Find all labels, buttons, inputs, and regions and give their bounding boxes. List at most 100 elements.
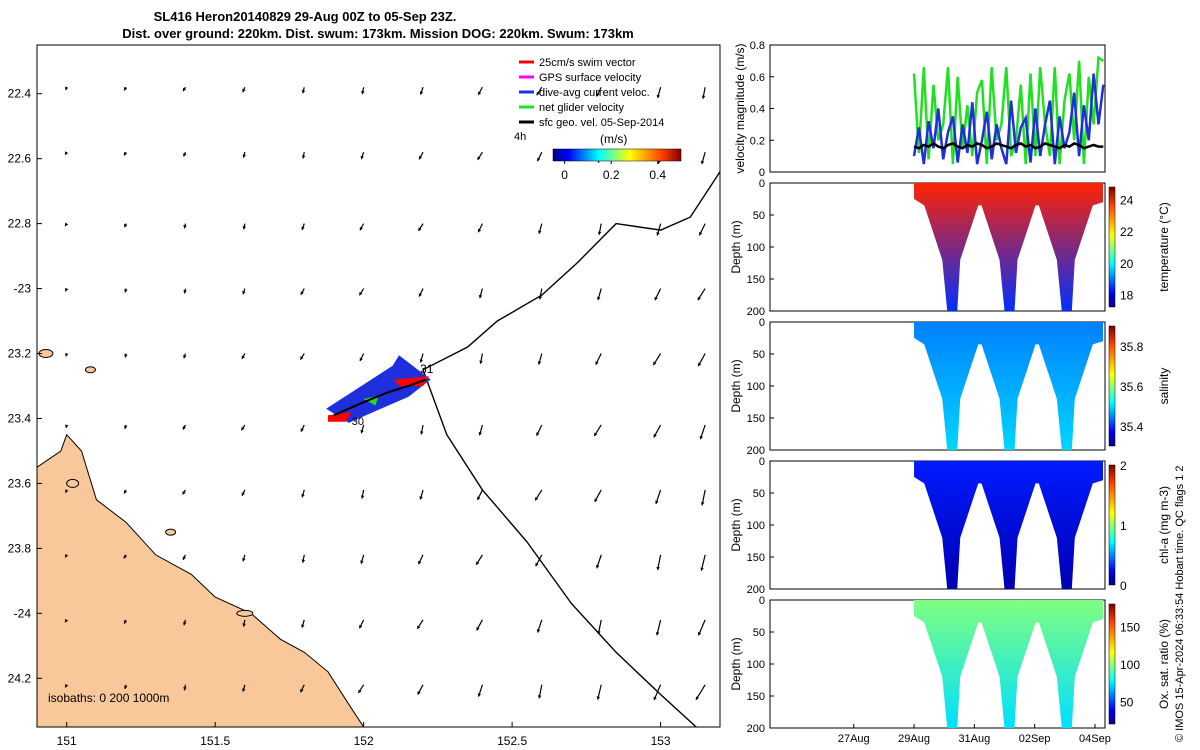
velocity-arrow-head	[123, 620, 128, 624]
velocity-arrow-head	[699, 231, 703, 236]
section-colorbar	[1108, 464, 1116, 586]
velocity-arrow-head	[183, 621, 187, 626]
section-ytick-label: 0	[759, 317, 765, 329]
velocity-arrow-head	[597, 630, 601, 635]
swim-vector-patch	[393, 376, 429, 386]
land-area	[37, 433, 365, 727]
velocity-arrow-head	[597, 231, 602, 235]
velocity-arrow-head	[697, 631, 702, 636]
map-frame	[36, 44, 721, 728]
velocity-arrow-head	[242, 290, 246, 295]
section-ytick-label: 200	[747, 306, 765, 318]
velocity-arrow-head	[123, 554, 127, 559]
velocity-arrow-head	[242, 688, 246, 692]
velocity-arrow-head	[478, 294, 483, 299]
map-ytick-label: 22.6	[8, 152, 32, 166]
section-ytick-label: 50	[753, 349, 765, 361]
map-ytick-label: -23	[14, 282, 32, 296]
section-colorbar-tick-label: 24	[1120, 194, 1134, 208]
legend-label: dive-avg current veloc.	[539, 87, 650, 99]
velocity-arrow-head	[418, 227, 422, 231]
velocity-arrow-head	[301, 559, 306, 563]
colorbar-tick-label: 0	[561, 168, 568, 182]
depth-section-0: 18 20 22 24 temperature (°C) 0 50 100 150 200 Dept…	[729, 178, 1171, 318]
velocity-arrow-head	[360, 155, 364, 160]
velocity-arrow-head	[301, 493, 305, 498]
velocity-arrow-head	[697, 296, 701, 301]
velocity-arrow-head	[655, 632, 660, 636]
velocity-arrow-head	[300, 688, 304, 693]
surface-velocity-arrows	[64, 86, 706, 701]
colorbar-tick-label: 0.2	[603, 168, 620, 182]
velocity-arrow-head	[653, 361, 657, 366]
legend-label: sfc geo. vel. 05-Sep-2014	[539, 117, 664, 129]
map-xtick-label: 151.5	[200, 734, 230, 748]
velocity-arrow-head	[419, 496, 423, 500]
velocity-arrow-head	[64, 353, 69, 357]
section-ytick-label: 100	[747, 520, 765, 532]
velocity-arrow-head	[594, 498, 598, 502]
velocity-arrow-head	[65, 618, 69, 623]
velocity-arrow-head	[124, 87, 128, 91]
island	[165, 528, 177, 536]
velocity-arrow-head	[123, 685, 128, 689]
velocity-series-line	[913, 141, 1104, 150]
section-data-fill	[914, 600, 1103, 728]
velocity-ytick-label: 0.4	[750, 104, 765, 116]
figure-title-line-1: SL416 Heron20140829 29-Aug 00Z to 05-Sep…	[154, 9, 457, 24]
velocity-arrow-head	[477, 496, 481, 501]
section-ytick-label: 150	[747, 552, 765, 564]
section-ytick-label: 50	[753, 488, 765, 500]
velocity-arrow-head	[358, 689, 362, 694]
section-colorbar-tick-label: 35.4	[1120, 420, 1144, 434]
glider-track-line	[333, 378, 427, 417]
map-panel: 31 30 151 151.5 152 152.5 153 22.4 22.6 22.8 -23 2…	[8, 44, 721, 748]
velocity-arrow-head	[477, 156, 481, 160]
velocity-arrow-head	[417, 691, 421, 695]
section-ytick-label: 0	[759, 595, 765, 607]
section-ytick-label: 150	[747, 413, 765, 425]
velocity-arrow-head	[698, 362, 702, 367]
velocity-arrow-head	[301, 624, 305, 628]
section-colorbar-label: chl-a (mg m-3)	[1157, 486, 1171, 564]
velocity-arrow-head	[123, 490, 128, 494]
velocity-arrow-head	[597, 296, 601, 301]
velocity-arrow-head	[418, 560, 422, 565]
section-ytick-label: 0	[759, 456, 765, 468]
section-colorbar	[1108, 186, 1116, 308]
velocity-arrow-head	[361, 90, 365, 95]
section-ylabel: Depth (m)	[729, 637, 743, 690]
depth-section-3: 50 100 150 Ox. sat. ratio (%) 0 50 100 150 200 De…	[729, 595, 1171, 735]
velocity-arrow-head	[701, 95, 706, 99]
section-colorbar	[1108, 325, 1116, 447]
section-ytick-label: 200	[747, 445, 765, 457]
track-label: 30	[352, 416, 364, 428]
section-data-fill	[914, 183, 1103, 311]
track-label: 31	[420, 362, 434, 376]
figure-title-line-2: Dist. over ground: 220km. Dist. swum: 17…	[122, 26, 634, 41]
velocity-arrow-head	[64, 489, 69, 493]
velocity-ytick-label: 0.8	[750, 40, 765, 52]
velocity-arrow-head	[124, 425, 128, 429]
velocity-arrow-head	[241, 426, 245, 431]
map-xtick-label: 152	[354, 734, 374, 748]
velocity-ytick-label: 0.2	[750, 135, 765, 147]
speed-colorbar: 4h (m/s) 0 0.2 0.4	[514, 131, 682, 182]
velocity-arrow-head	[596, 696, 601, 700]
velocity-arrow-head	[360, 429, 364, 434]
map-legend: 25cm/s swim vector GPS surface velocity di…	[519, 57, 664, 129]
velocity-arrow-head	[699, 435, 704, 440]
island	[236, 609, 254, 617]
velocity-arrow-head	[183, 354, 187, 359]
velocity-arrow-head	[535, 562, 539, 567]
velocity-arrow-head	[595, 564, 600, 569]
velocity-arrow-head	[477, 228, 482, 233]
legend-label: GPS surface velocity	[539, 72, 642, 84]
legend-label: 25cm/s swim vector	[539, 57, 636, 69]
velocity-arrow-head	[476, 561, 480, 565]
velocity-arrow-head	[538, 230, 542, 234]
velocity-ylabel: velocity magnitude (m/s)	[733, 43, 747, 173]
section-ytick-label: 100	[747, 381, 765, 393]
velocity-arrow-head	[359, 357, 363, 361]
section-ytick-label: 50	[753, 627, 765, 639]
